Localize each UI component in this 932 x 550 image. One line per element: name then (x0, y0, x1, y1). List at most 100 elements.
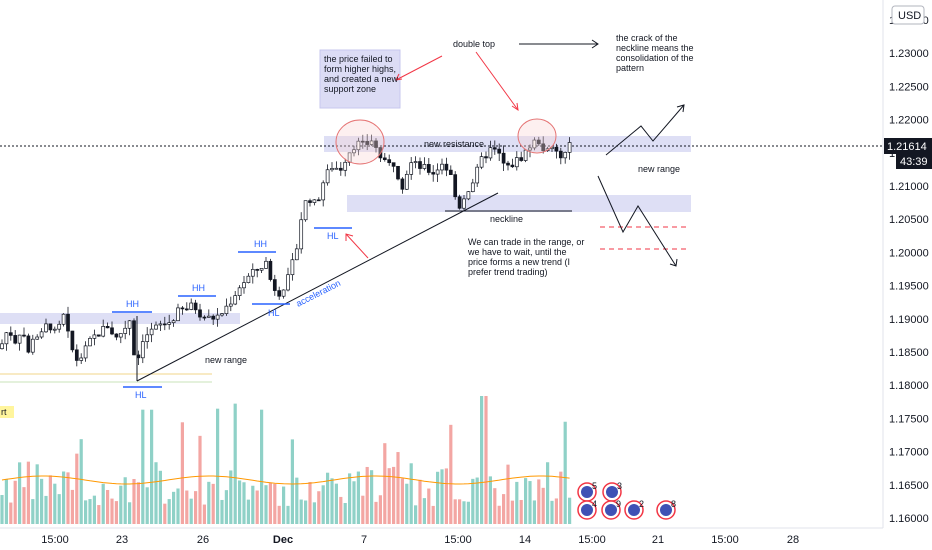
volume-bar (422, 498, 426, 524)
price-tick-label: 1.17500 (889, 413, 929, 425)
volume-bar (480, 396, 484, 524)
candle-body (132, 320, 136, 356)
candle-body (369, 140, 374, 145)
volume-bar (339, 496, 343, 524)
candle-body (206, 315, 211, 318)
countdown-value: 43:39 (900, 156, 928, 168)
candle-body (149, 328, 154, 336)
volume-bar (290, 439, 294, 524)
volume-bar (189, 498, 193, 524)
candle-body (554, 146, 559, 152)
volume-bar (321, 485, 325, 524)
volume-bar (264, 485, 268, 524)
volume-bar (282, 486, 286, 524)
candle-body (242, 282, 246, 289)
volume-bar (497, 505, 501, 524)
volume-bar (88, 499, 92, 524)
candle-body (330, 168, 334, 171)
candle-body (171, 320, 176, 324)
volume-bar (515, 481, 519, 524)
price-axis: 1.235001.230001.225001.220001.215001.210… (889, 15, 929, 525)
candle-body (316, 199, 321, 202)
candle-body (154, 324, 158, 330)
currency-box[interactable] (891, 5, 925, 25)
volume-bar (409, 463, 413, 524)
flag-icon (581, 486, 593, 498)
flag-icon (606, 486, 618, 498)
volume-bar (110, 498, 114, 524)
new-range-left-label: new range (205, 355, 247, 365)
volume-bar (559, 471, 563, 524)
event-badge-count: 8 (671, 499, 676, 509)
volume-bar (343, 502, 347, 524)
volume-bar (444, 468, 448, 524)
candle-body (118, 333, 123, 338)
candle-body (294, 248, 299, 261)
candle-body (8, 332, 13, 336)
volume-bar (154, 462, 158, 524)
volume-bar (524, 478, 528, 524)
volume-bar (35, 464, 39, 524)
volume-bar (537, 479, 541, 524)
candle-body (488, 147, 493, 159)
panel-label: rt (1, 407, 7, 417)
candle-body (66, 313, 70, 332)
time-tick-label: 15:00 (578, 534, 606, 546)
volume-bar (317, 491, 321, 524)
volume-bar (40, 478, 44, 524)
red-arrows (345, 51, 519, 259)
candle-body (532, 139, 537, 149)
hh-label-2: HH (192, 283, 205, 293)
event-badges[interactable]: 5 3 4 9 2 8 (577, 481, 676, 520)
event-badge-count: 4 (592, 499, 597, 509)
volume-bar (356, 471, 360, 524)
double-top-label: double top (453, 39, 495, 49)
candle-body (404, 173, 409, 190)
candle-body (237, 287, 242, 296)
candle-body (374, 140, 378, 148)
candle-body (180, 307, 185, 310)
crack-label: the crack of the neckline means the cons… (616, 33, 696, 73)
volume-bar (194, 491, 198, 524)
candle-body (510, 164, 515, 168)
hh-label-3: HH (254, 239, 267, 249)
event-badge-count: 3 (617, 481, 622, 491)
candle-body (101, 325, 106, 337)
candle-body (162, 323, 167, 326)
volume-bar (510, 500, 514, 524)
candle-body (308, 200, 312, 203)
candle-body (475, 166, 480, 184)
volume-bar (207, 481, 211, 524)
candle-body (466, 191, 471, 200)
volume-bar (220, 499, 224, 524)
candle-body (259, 268, 264, 271)
volume-bar (246, 499, 250, 524)
candle-body (114, 333, 119, 338)
volume-bar (493, 488, 497, 524)
candle-body (4, 332, 9, 345)
candle-body (396, 165, 400, 180)
candle-body (70, 330, 75, 351)
volume-bar (172, 491, 176, 524)
volume-bar (440, 469, 444, 524)
volume-bar (475, 477, 479, 524)
volume-bar (92, 495, 96, 524)
candle-body (492, 147, 497, 150)
flag-icon (660, 504, 672, 516)
candle-body (176, 307, 180, 322)
candle-body (92, 334, 97, 339)
volume-bar (348, 473, 352, 524)
volume-bar (541, 487, 545, 524)
volume-bar (48, 475, 52, 524)
volume-bar (97, 505, 101, 524)
volume-bar (546, 462, 550, 524)
volume-bar (387, 468, 391, 524)
volume-bar (9, 502, 13, 524)
candle-body (418, 161, 422, 169)
volume-bar (528, 481, 532, 524)
volume-bar (62, 471, 66, 524)
candle-body (334, 167, 339, 170)
volume-bar (383, 443, 387, 524)
volume-bar (295, 477, 299, 524)
